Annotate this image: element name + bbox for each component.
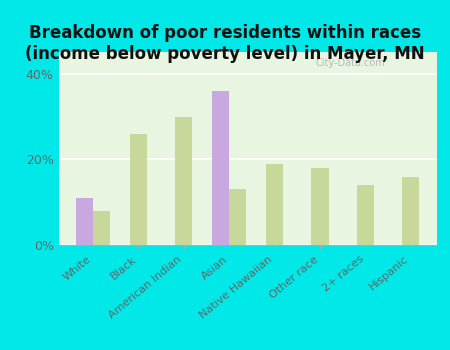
Bar	[175, 117, 192, 245]
Bar	[357, 185, 374, 245]
Text: Breakdown of poor residents within races
(income below poverty level) in Mayer, : Breakdown of poor residents within races…	[25, 25, 425, 63]
Bar	[212, 91, 229, 245]
Bar	[93, 211, 110, 245]
Bar	[266, 164, 283, 245]
Bar	[76, 198, 93, 245]
Bar	[130, 134, 147, 245]
Bar	[229, 189, 246, 245]
Bar	[311, 168, 328, 245]
Text: City-Data.com: City-Data.com	[315, 58, 385, 68]
Bar	[402, 176, 419, 245]
